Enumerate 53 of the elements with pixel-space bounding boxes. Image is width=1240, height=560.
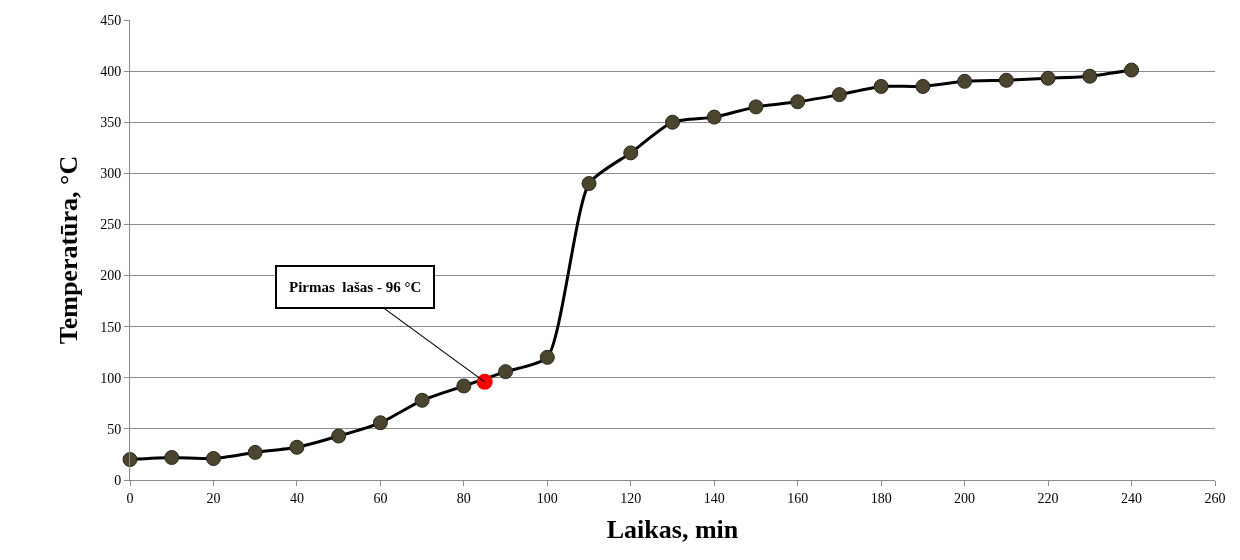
point [1124, 62, 1140, 78]
x-tick-label: 220 [1037, 490, 1059, 506]
y-axis-title: Temperatūra, °C [53, 155, 83, 345]
point [164, 450, 180, 465]
y-tick-label: 150 [100, 319, 122, 335]
x-tick-label: 0 [126, 490, 134, 506]
x-tick-label: 240 [1121, 490, 1143, 506]
y-tick-label: 400 [100, 64, 122, 80]
point [915, 78, 931, 94]
x-tick-label: 140 [703, 490, 725, 506]
point [1082, 68, 1098, 84]
x-tick-label: 160 [787, 490, 809, 506]
y-tick-label: 350 [100, 115, 122, 131]
point [957, 73, 973, 89]
point [331, 428, 347, 444]
point [539, 349, 555, 365]
x-tick-label: 100 [536, 490, 558, 506]
y-tick-label: 200 [100, 268, 122, 284]
point [476, 373, 493, 390]
x-tick-label: 80 [456, 490, 471, 506]
point [873, 78, 889, 94]
point [665, 114, 680, 130]
point [498, 364, 514, 380]
point [456, 378, 472, 394]
point [998, 72, 1014, 88]
point [414, 392, 430, 408]
point [623, 145, 639, 161]
point [706, 109, 722, 125]
x-tick-label: 20 [206, 490, 221, 506]
y-tick-label: 0 [114, 472, 122, 488]
y-tick-label: 250 [100, 217, 122, 233]
point [790, 94, 806, 110]
y-tick-label: 450 [100, 12, 122, 28]
point [122, 452, 138, 468]
point [205, 451, 221, 467]
y-tick-label: 50 [107, 421, 122, 437]
point [247, 444, 263, 460]
point [748, 99, 764, 115]
x-tick-label: 40 [289, 490, 304, 506]
y-tick-label: 100 [100, 370, 122, 386]
x-tick-label: 200 [954, 490, 976, 506]
point [1040, 70, 1056, 86]
x-tick-label: 260 [1204, 490, 1226, 506]
annotation: Pirmas lašas - 96 °C [289, 279, 422, 295]
x-axis-title: Laikas, min [606, 515, 739, 545]
x-tick-label: 180 [870, 490, 892, 506]
point [831, 87, 847, 103]
x-tick-label: 60 [373, 490, 388, 506]
y-tick-label: 300 [100, 166, 122, 182]
point [372, 415, 388, 431]
point [581, 176, 597, 192]
point [289, 439, 305, 455]
x-tick-label: 120 [620, 490, 642, 506]
